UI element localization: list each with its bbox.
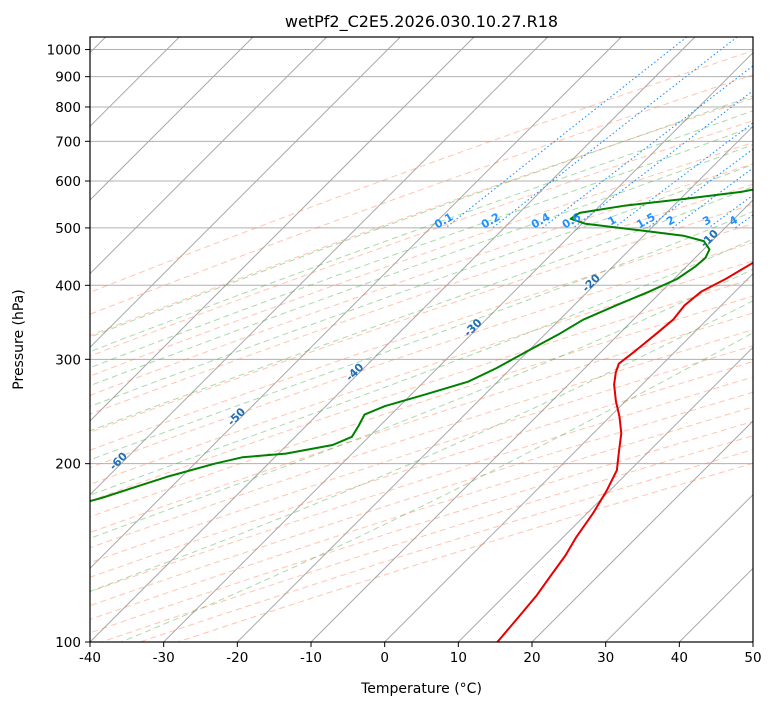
moist-adiabat-line xyxy=(90,268,753,539)
isotherm-line xyxy=(605,493,753,642)
isotherm-line xyxy=(90,37,622,570)
chart-title: wetPf2_C2E5.2026.030.10.27.R18 xyxy=(285,12,558,32)
y-tick-label: 600 xyxy=(55,174,81,190)
isotherm-line xyxy=(457,346,753,642)
dry-adiabat-line xyxy=(90,391,753,607)
y-tick-label: 900 xyxy=(55,70,81,86)
sounding-series xyxy=(90,188,753,642)
isotherm-line xyxy=(531,420,753,642)
y-tick-label: 1000 xyxy=(47,43,81,59)
isotherm-line xyxy=(90,37,696,642)
moist-adiabat-line xyxy=(90,300,753,592)
moist-adiabat-line xyxy=(90,144,753,387)
temperature-profile-line xyxy=(496,261,753,642)
dry-adiabat-line xyxy=(90,97,753,337)
isotherm-line xyxy=(90,37,328,275)
x-tick-label: 30 xyxy=(597,650,614,666)
dry-adiabat-line xyxy=(90,120,753,357)
moist-adiabat-line xyxy=(90,238,753,496)
mixing-ratio-line xyxy=(672,167,753,229)
x-tick-label: 20 xyxy=(523,650,540,666)
x-tick-label: -20 xyxy=(226,650,248,666)
x-tick-label: -10 xyxy=(300,650,322,666)
dry-adiabat-line xyxy=(90,312,753,534)
mixing-ratio-lines xyxy=(445,37,753,229)
y-tick-label: 200 xyxy=(55,457,81,473)
dry-adiabat-line xyxy=(90,260,753,485)
isotherm-line xyxy=(310,199,753,642)
y-tick-label: 500 xyxy=(55,221,81,237)
moist-adiabat-line xyxy=(90,95,753,338)
pressure-gridlines xyxy=(90,49,753,642)
isotherm-line xyxy=(236,125,753,642)
y-tick-label: 700 xyxy=(55,134,81,150)
plot-frame xyxy=(89,36,754,643)
x-axis-ticks: -40 -30 -20 -10 0 10 20 30 40 50 xyxy=(79,642,762,666)
mixing-ratio-line xyxy=(572,90,753,229)
dry-adiabat-line xyxy=(90,142,753,377)
dry-adiabat-line xyxy=(90,223,753,451)
isotherm-line xyxy=(90,37,254,201)
plot-area: 0.10.20.40.611.5234-60-50-40-30-20-10010… xyxy=(90,37,753,642)
dewpoint-profile-line xyxy=(90,188,753,503)
y-tick-label: 400 xyxy=(55,278,81,294)
dry-adiabat-line xyxy=(90,329,753,549)
mixing-ratio-line xyxy=(542,65,753,229)
x-tick-label: 0 xyxy=(380,650,389,666)
y-axis-label: Pressure (hPa) xyxy=(11,289,27,389)
isotherm-line xyxy=(90,37,549,496)
y-tick-label: 800 xyxy=(55,100,81,116)
dry-adiabat-line xyxy=(90,278,753,502)
dry-adiabat-line xyxy=(90,50,753,293)
moist-adiabat-line xyxy=(90,163,753,407)
x-tick-label: -30 xyxy=(153,650,175,666)
isotherm-line xyxy=(90,37,401,349)
y-tick-label: 300 xyxy=(55,352,81,368)
x-tick-label: 50 xyxy=(744,650,761,666)
moist-adiabat-line xyxy=(120,332,753,642)
isotherm-lines xyxy=(90,37,753,642)
y-axis-ticks: 100 200 300 400 500 600 700 800 900 1000 xyxy=(47,43,90,651)
dry-adiabat-lines xyxy=(90,50,753,642)
dry-adiabat-line xyxy=(90,183,753,415)
y-tick-label: 100 xyxy=(55,635,81,651)
x-tick-label: -40 xyxy=(79,650,101,666)
x-tick-label: 10 xyxy=(450,650,467,666)
isotherm-line xyxy=(384,272,753,642)
x-tick-label: 40 xyxy=(671,650,688,666)
dry-adiabat-line xyxy=(90,361,753,578)
dry-adiabat-line xyxy=(90,74,753,315)
isotherm-line xyxy=(163,51,753,642)
x-axis-label: Temperature (°C) xyxy=(360,681,482,697)
mixing-ratio-line xyxy=(492,37,738,229)
isotherm-line xyxy=(90,37,475,422)
dry-adiabat-line xyxy=(90,163,753,396)
